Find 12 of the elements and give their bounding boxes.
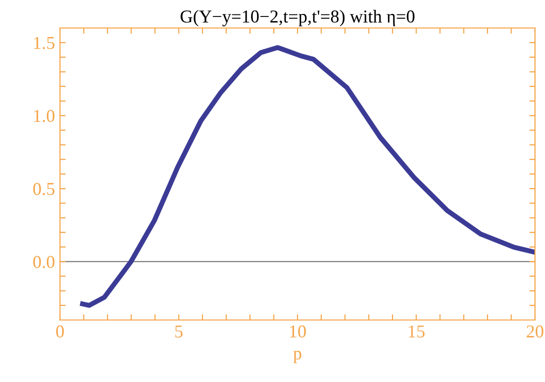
chart-title: G(Y−y=10−2,t=p,t'=8) with η=0 <box>180 10 414 26</box>
y-tick-label: 1.0 <box>34 110 54 122</box>
x-axis-title: p <box>293 350 302 364</box>
x-tick-label: 20 <box>526 325 544 338</box>
y-tick-label: 0.5 <box>33 182 54 196</box>
y-tick-label: 1.5 <box>34 36 54 50</box>
x-tick-label: 5 <box>175 326 183 338</box>
y-tick-label: 0.0 <box>33 256 54 268</box>
line-series <box>80 45 535 308</box>
x-tick-label: 10 <box>290 325 306 338</box>
x-tick-label: 0 <box>56 325 64 338</box>
x-tick-label: 15 <box>408 325 425 338</box>
